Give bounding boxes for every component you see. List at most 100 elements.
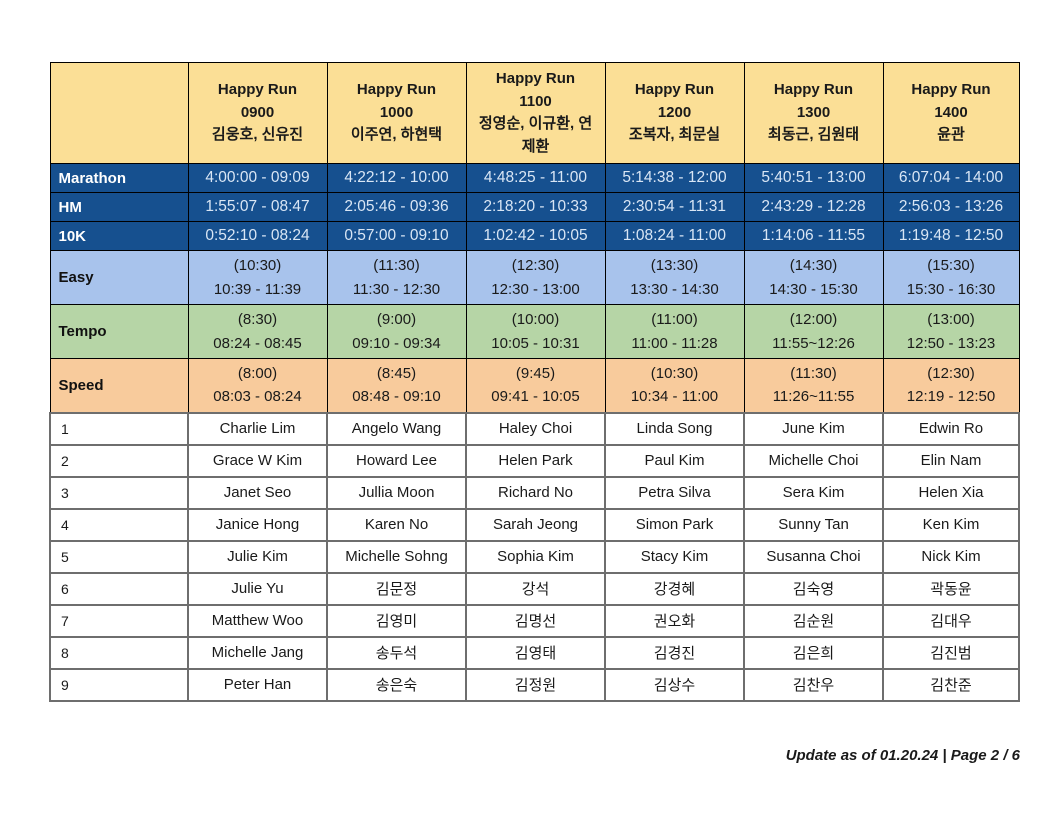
time-window: 11:30 - 12:30 [352, 280, 441, 298]
pace-window-cell: (15:30) 15:30 - 16:30 [882, 250, 1020, 305]
target-pace: (9:45) [515, 365, 556, 382]
pace-time-cell: 1:19:48 - 12:50 [882, 221, 1020, 251]
runner-name: 김영태 [465, 635, 606, 670]
pace-time-cell: 2:18:20 - 10:33 [465, 192, 606, 222]
runner-name: 김숙영 [743, 571, 884, 606]
column-header: Happy Run 1400 윤관 [882, 62, 1020, 164]
runner-name: 송두석 [326, 635, 467, 670]
time-window: 11:00 - 11:28 [631, 334, 718, 352]
runner-row: 9 Peter Han 송은숙 김정원 김상수 김찬우 김찬준 [49, 667, 1020, 702]
column-time: 1100 [519, 92, 552, 110]
runner-name: Karen No [326, 507, 467, 542]
target-pace: (13:30) [650, 257, 699, 275]
pace-time-cell: 2:43:29 - 12:28 [743, 192, 884, 222]
pace-time-cell: 5:14:38 - 12:00 [604, 163, 745, 193]
runner-name: 김은희 [743, 635, 884, 670]
pace-window-cell: (13:00) 12:50 - 13:23 [882, 304, 1020, 359]
column-header: Happy Run 1300 최동근, 김원태 [743, 62, 884, 164]
runner-name: Angelo Wang [326, 411, 467, 446]
runner-name: 김정원 [465, 667, 606, 702]
pace-window-cell: (12:30) 12:19 - 12:50 [882, 358, 1020, 413]
pace-window-cell: (8:45) 08:48 - 09:10 [326, 358, 467, 413]
pace-time-cell: 1:55:07 - 08:47 [187, 192, 328, 222]
pace-window-cell: (11:30) 11:26~11:55 [743, 358, 884, 413]
runner-row: 6 Julie Yu 김문정 강석 강경혜 김숙영 곽동윤 [49, 571, 1020, 606]
time-window: 08:03 - 08:24 [213, 388, 302, 406]
runner-name: Ken Kim [882, 507, 1020, 542]
runner-row: 1 Charlie Lim Angelo Wang Haley Choi Lin… [49, 411, 1020, 446]
pace-time-cell: 6:07:04 - 14:00 [882, 163, 1020, 193]
runner-number: 1 [49, 411, 189, 446]
runner-name: 권오화 [604, 603, 745, 638]
time-window: 10:34 - 11:00 [630, 388, 719, 406]
table-corner-cell [49, 62, 189, 164]
target-pace: (9:00) [376, 311, 417, 329]
column-time: 1000 [379, 103, 414, 121]
row-label: 10K [49, 221, 189, 251]
runner-row: 4 Janice Hong Karen No Sarah Jeong Simon… [49, 507, 1020, 542]
runner-name: Sunny Tan [743, 507, 884, 542]
pace-window-cell: (10:00) 10:05 - 10:31 [465, 304, 606, 359]
pace-window-cell: (11:00) 11:00 - 11:28 [604, 304, 745, 359]
pace-time-cell: 1:02:42 - 10:05 [465, 221, 606, 251]
runner-name: Matthew Woo [187, 603, 328, 638]
runner-name: Edwin Ro [882, 411, 1020, 446]
runner-name: Helen Xia [882, 475, 1020, 510]
runner-name: 김상수 [604, 667, 745, 702]
time-window: 14:30 - 15:30 [769, 280, 858, 298]
10k-row: 10K 0:52:10 - 08:24 0:57:00 - 09:10 1:02… [49, 221, 1020, 251]
target-pace: (12:30) [511, 257, 560, 275]
speed-row: Speed (8:00) 08:03 - 08:24 (8:45) 08:48 … [49, 358, 1020, 413]
runner-name: Peter Han [187, 667, 328, 702]
row-label: Tempo [49, 304, 189, 359]
time-window: 12:19 - 12:50 [906, 388, 996, 406]
column-title: Happy Run [773, 81, 854, 99]
pace-time-cell: 1:08:24 - 11:00 [604, 221, 745, 251]
runner-name: Stacy Kim [604, 539, 745, 574]
runner-number: 5 [49, 539, 189, 574]
time-window: 10:05 - 10:31 [491, 334, 580, 352]
column-header: Happy Run 0900 김웅호, 신유진 [187, 62, 328, 164]
column-pacers: 최동근, 김원태 [767, 126, 860, 144]
runner-name: Janet Seo [187, 475, 328, 510]
runner-name: Charlie Lim [187, 411, 328, 446]
target-pace: (10:30) [650, 365, 699, 382]
runner-name: June Kim [743, 411, 884, 446]
runner-name: 김영미 [326, 603, 467, 638]
runner-name: Michelle Sohng [326, 539, 467, 574]
pace-window-cell: (8:00) 08:03 - 08:24 [187, 358, 328, 413]
target-pace: (11:30) [373, 257, 420, 275]
runner-number: 3 [49, 475, 189, 510]
row-label: Marathon [49, 163, 189, 193]
pace-window-cell: (9:45) 09:41 - 10:05 [465, 358, 606, 413]
column-pacers: 윤관 [937, 126, 965, 144]
target-pace: (10:30) [233, 257, 282, 275]
runner-name: 김경진 [604, 635, 745, 670]
pace-time-cell: 0:57:00 - 09:10 [326, 221, 467, 251]
runner-name: 김진범 [882, 635, 1020, 670]
column-title: Happy Run [911, 81, 991, 99]
hm-row: HM 1:55:07 - 08:47 2:05:46 - 09:36 2:18:… [49, 192, 1020, 222]
pace-time-cell: 5:40:51 - 13:00 [743, 163, 884, 193]
runner-name: Michelle Jang [187, 635, 328, 670]
runner-name: Nick Kim [882, 539, 1020, 574]
pace-window-cell: (14:30) 14:30 - 15:30 [743, 250, 884, 305]
runner-name: Haley Choi [465, 411, 606, 446]
runner-name: Helen Park [465, 443, 606, 478]
easy-row: Easy (10:30) 10:39 - 11:39 (11:30) 11:30… [49, 250, 1020, 305]
column-title: Happy Run [495, 70, 576, 87]
runner-name: Paul Kim [604, 443, 745, 478]
runner-name: Julie Kim [187, 539, 328, 574]
row-label: HM [49, 192, 189, 222]
time-window: 11:55~12:26 [772, 334, 855, 352]
runner-name: Sera Kim [743, 475, 884, 510]
column-pacers: 조복자, 최문실 [628, 126, 721, 144]
runner-name: Susanna Choi [743, 539, 884, 574]
target-pace: (14:30) [789, 257, 838, 275]
runner-number: 7 [49, 603, 189, 638]
runner-name: 김문정 [326, 571, 467, 606]
runner-number: 6 [49, 571, 189, 606]
runner-name: Julie Yu [187, 571, 328, 606]
runner-name: 김명선 [465, 603, 606, 638]
column-header: Happy Run 1000 이주연, 하현택 [326, 62, 467, 164]
